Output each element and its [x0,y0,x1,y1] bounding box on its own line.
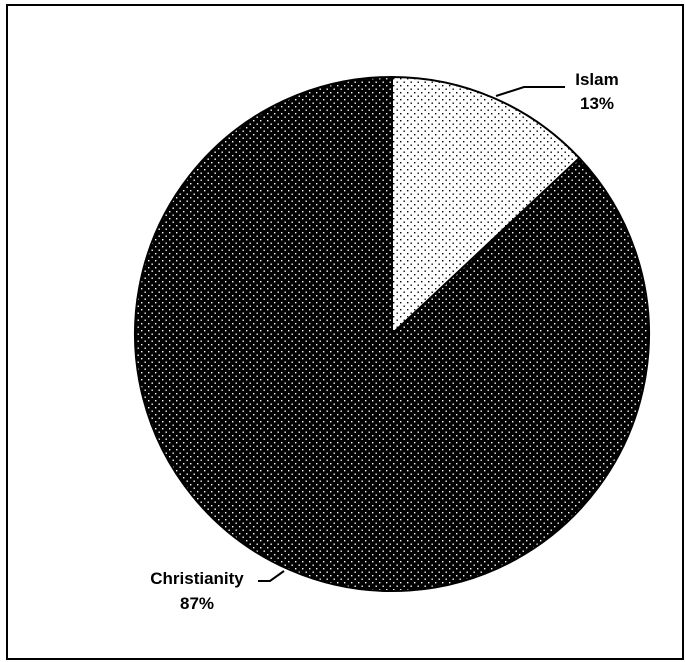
slice-label-christianity: Christianity [150,569,244,588]
pie-slices [134,75,650,592]
pie-slice-islam [391,75,581,337]
leader-line-christianity [258,570,285,582]
leader-line-islam [495,86,565,97]
slice-label-islam: Islam [575,70,618,89]
pie-slice-christianity [134,75,650,592]
slice-value-label-christianity: 87% [180,594,214,613]
slice-value-label-islam: 13% [580,94,614,113]
